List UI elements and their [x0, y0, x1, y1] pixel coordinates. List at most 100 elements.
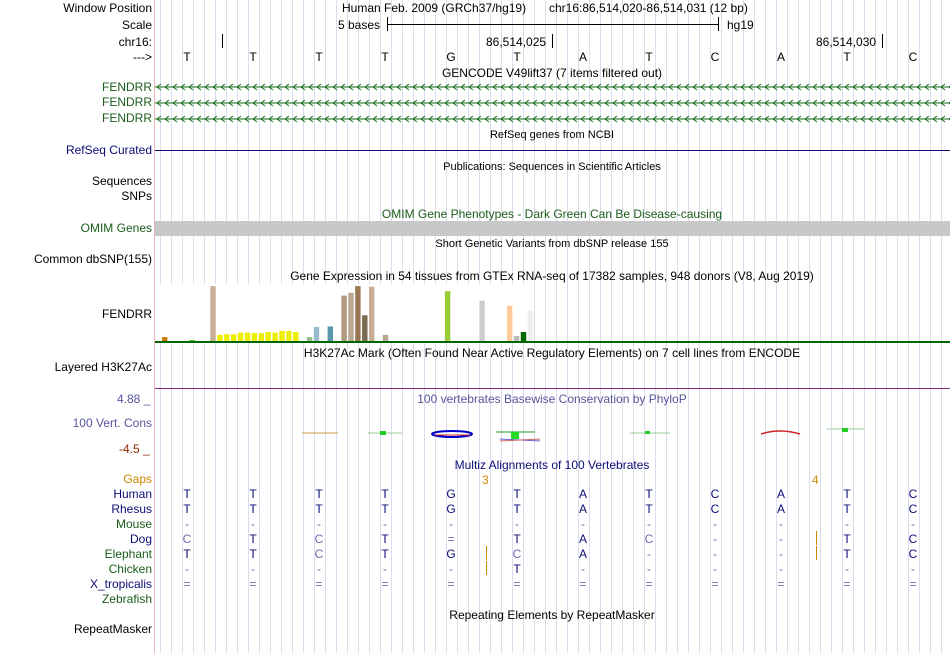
grid-line	[655, 0, 656, 653]
strand-chevron	[620, 83, 626, 91]
strand-chevron	[540, 115, 546, 123]
aligned-base: T	[843, 487, 851, 501]
strand-chevron	[876, 115, 882, 123]
phylop-track-title[interactable]: 100 vertebrates Basewise Conservation by…	[417, 392, 687, 406]
grid-line	[589, 0, 590, 653]
strand-chevron	[564, 115, 570, 123]
repeatmasker-track-title[interactable]: Repeating Elements by RepeatMasker	[449, 608, 655, 622]
strand-chevron	[612, 115, 618, 123]
gtex-tissue-bar	[306, 337, 313, 341]
aligned-base: T	[843, 502, 851, 516]
snps-label[interactable]: SNPs	[121, 189, 152, 203]
gtex-track-title[interactable]: Gene Expression in 54 tissues from GTEx …	[290, 269, 814, 283]
species-label[interactable]: Rhesus	[111, 502, 152, 516]
grid-line	[853, 0, 854, 653]
strand-chevron	[380, 115, 386, 123]
strand-chevron	[356, 83, 362, 91]
grid-line	[677, 0, 678, 653]
strand-chevron	[532, 83, 538, 91]
strand-chevron	[860, 99, 866, 107]
aligned-base: T	[249, 547, 257, 561]
aligned-base: T	[843, 547, 851, 561]
grid-line	[743, 0, 744, 653]
phylop-label[interactable]: 100 Vert. Cons	[72, 416, 152, 430]
species-label[interactable]: X_tropicalis	[89, 577, 152, 591]
refseq-label[interactable]: RefSeq Curated	[65, 143, 152, 157]
gap-count: 4	[812, 473, 819, 487]
dbsnp-track-title[interactable]: Short Genetic Variants from dbSNP releas…	[435, 238, 669, 250]
strand-chevron	[300, 99, 306, 107]
strand-chevron	[188, 83, 194, 91]
strand-chevron	[412, 83, 418, 91]
strand-chevron	[252, 99, 258, 107]
strand-chevron	[764, 99, 770, 107]
strand-chevron	[172, 115, 178, 123]
strand-chevron	[604, 83, 610, 91]
gtex-expression-chart[interactable]	[155, 284, 950, 344]
grid-line	[864, 0, 865, 653]
dbsnp-label[interactable]: Common dbSNP(155)	[33, 252, 152, 266]
aligned-base: -	[779, 517, 783, 531]
strand-chevron	[468, 115, 474, 123]
gaps-label: Gaps	[123, 472, 152, 486]
grid-line	[578, 0, 579, 653]
publications-label[interactable]: Sequences	[91, 174, 152, 188]
species-label[interactable]: Human	[113, 487, 152, 501]
strand-chevron	[868, 83, 874, 91]
species-label[interactable]: Zebrafish	[101, 592, 152, 606]
omim-gene-bar[interactable]	[155, 221, 950, 236]
strand-chevron	[444, 99, 450, 107]
strand-chevron	[932, 115, 938, 123]
strand-chevron	[452, 115, 458, 123]
strand-chevron	[460, 115, 466, 123]
strand-chevron	[348, 115, 354, 123]
strand-chevron	[292, 83, 298, 91]
strand-chevron	[476, 99, 482, 107]
gencode-label[interactable]: FENDRR	[102, 80, 152, 94]
gencode-transcripts[interactable]	[155, 80, 950, 126]
strand-chevron	[508, 83, 514, 91]
h3k27ac-label[interactable]: Layered H3K27Ac	[54, 360, 152, 374]
gtex-label[interactable]: FENDRR	[102, 307, 152, 321]
strand-chevron	[540, 99, 546, 107]
strand-chevron	[268, 83, 274, 91]
repeatmasker-label[interactable]: RepeatMasker	[73, 622, 152, 636]
strand-chevron	[324, 83, 330, 91]
strand-chevron	[444, 115, 450, 123]
phylop-max-value: 4.88 _	[117, 392, 151, 406]
strand-chevron	[652, 83, 658, 91]
strand-chevron	[612, 99, 618, 107]
strand-chevron	[196, 115, 202, 123]
publications-track-title[interactable]: Publications: Sequences in Scientific Ar…	[443, 161, 661, 173]
multiz-track-title[interactable]: Multiz Alignments of 100 Vertebrates	[454, 458, 650, 472]
strand-chevron	[372, 83, 378, 91]
strand-chevron	[820, 99, 826, 107]
aligned-base: T	[381, 487, 389, 501]
strand-chevron	[932, 99, 938, 107]
refseq-track-title[interactable]: RefSeq genes from NCBI	[489, 129, 615, 141]
species-label[interactable]: Dog	[129, 532, 152, 546]
grid-line	[534, 0, 535, 653]
strand-chevron	[764, 115, 770, 123]
strand-chevron	[324, 99, 330, 107]
omim-track-title[interactable]: OMIM Gene Phenotypes - Dark Green Can Be…	[381, 207, 723, 221]
refseq-transcript-line[interactable]	[155, 150, 950, 151]
aligned-base: C	[908, 487, 918, 501]
strand-chevron	[444, 83, 450, 91]
h3k27ac-track-title[interactable]: H3K27Ac Mark (Often Found Near Active Re…	[303, 346, 801, 360]
scale-label: Scale	[121, 18, 152, 32]
gtex-tissue-bar	[382, 334, 389, 341]
strand-chevron	[196, 83, 202, 91]
strand-chevron	[916, 99, 922, 107]
strand-chevron	[676, 83, 682, 91]
strand-chevron	[492, 99, 498, 107]
species-label[interactable]: Mouse	[115, 517, 152, 531]
species-label[interactable]: Elephant	[104, 547, 152, 561]
gencode-label[interactable]: FENDRR	[102, 111, 152, 125]
gencode-label[interactable]: FENDRR	[102, 95, 152, 109]
gencode-track-title[interactable]: GENCODE V49lift37 (7 items filtered out)	[441, 66, 663, 80]
aligned-base: -	[251, 562, 255, 576]
species-label[interactable]: Chicken	[108, 562, 152, 576]
phylop-signal[interactable]	[155, 420, 950, 450]
omim-label[interactable]: OMIM Genes	[80, 221, 152, 235]
